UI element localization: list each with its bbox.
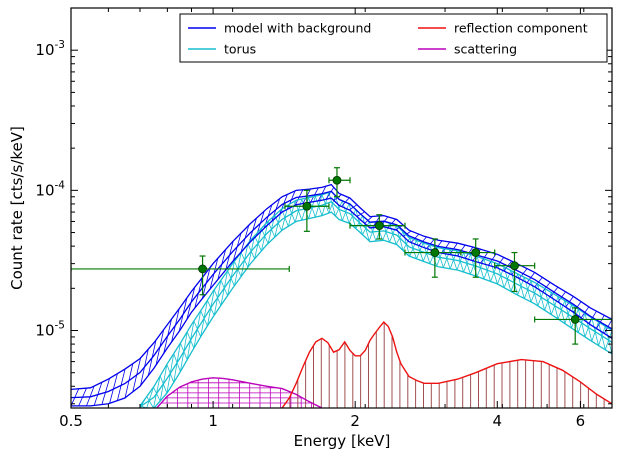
data-point-marker	[332, 175, 342, 185]
x-tick-label: 1	[208, 412, 218, 430]
plot-area	[71, 167, 612, 408]
model-with-background-lower-line	[71, 197, 612, 407]
torus-hatch-line	[328, 192, 336, 217]
model-with-background-hatch-line	[86, 385, 95, 407]
torus-center-line	[139, 201, 612, 408]
reflection-component-line	[281, 320, 612, 408]
legend-label-scattering: scattering	[454, 42, 517, 57]
legend: model with background reflection componen…	[179, 13, 608, 63]
x-tick-label: 0.5	[59, 412, 83, 430]
data-point	[460, 238, 496, 278]
data-point	[494, 251, 536, 293]
model-with-background-hatch-line	[93, 382, 103, 406]
scattering-band	[161, 378, 313, 408]
y-tick-label: 10-4	[35, 179, 65, 199]
legend-label-model-with-background: model with background	[224, 21, 371, 36]
y-tick-label: 10-3	[35, 39, 65, 59]
data-points	[71, 167, 612, 345]
plot-frame	[70, 7, 613, 409]
model-with-background-hatch-line	[101, 378, 110, 405]
torus-hatch-line	[146, 396, 154, 408]
model-with-background-center-line	[71, 190, 612, 399]
data-point-marker	[430, 248, 440, 257]
data-point	[328, 167, 351, 198]
data-point	[349, 214, 406, 240]
model-with-background-hatch-line	[364, 216, 373, 224]
x-axis-title: Energy [keV]	[294, 432, 391, 450]
x-tick-label: 4	[493, 412, 503, 430]
data-point-marker	[570, 315, 580, 324]
axis-ticks	[70, 7, 612, 408]
model-with-background-hatch-line	[325, 187, 335, 200]
torus-hatch-line	[146, 387, 154, 408]
model-lines	[71, 183, 612, 408]
data-point	[284, 189, 330, 232]
torus-hatch-line	[153, 375, 161, 408]
torus-hatch-line	[335, 195, 343, 221]
data-point-marker	[198, 264, 207, 274]
data-point-marker	[302, 201, 312, 211]
axis-tick-labels: 0.5 1 2 4 6 10-5 10-4 10-3	[35, 39, 585, 430]
legend-label-reflection-component: reflection component	[454, 21, 588, 36]
y-tick-label: 10-5	[35, 320, 65, 340]
data-point	[71, 255, 290, 296]
model-with-background-upper-line	[71, 183, 612, 391]
legend-label-torus: torus	[224, 42, 256, 57]
y-axis-title: Count rate [cts/s/keV]	[8, 126, 26, 290]
data-point-marker	[471, 248, 481, 257]
data-point	[534, 307, 612, 345]
data-point	[404, 238, 462, 278]
data-point-marker	[374, 221, 384, 231]
legend-box	[179, 13, 608, 63]
scattering-line	[156, 377, 323, 408]
data-point-marker	[510, 261, 519, 271]
x-tick-label: 6	[576, 412, 586, 430]
x-tick-label: 2	[350, 412, 360, 430]
